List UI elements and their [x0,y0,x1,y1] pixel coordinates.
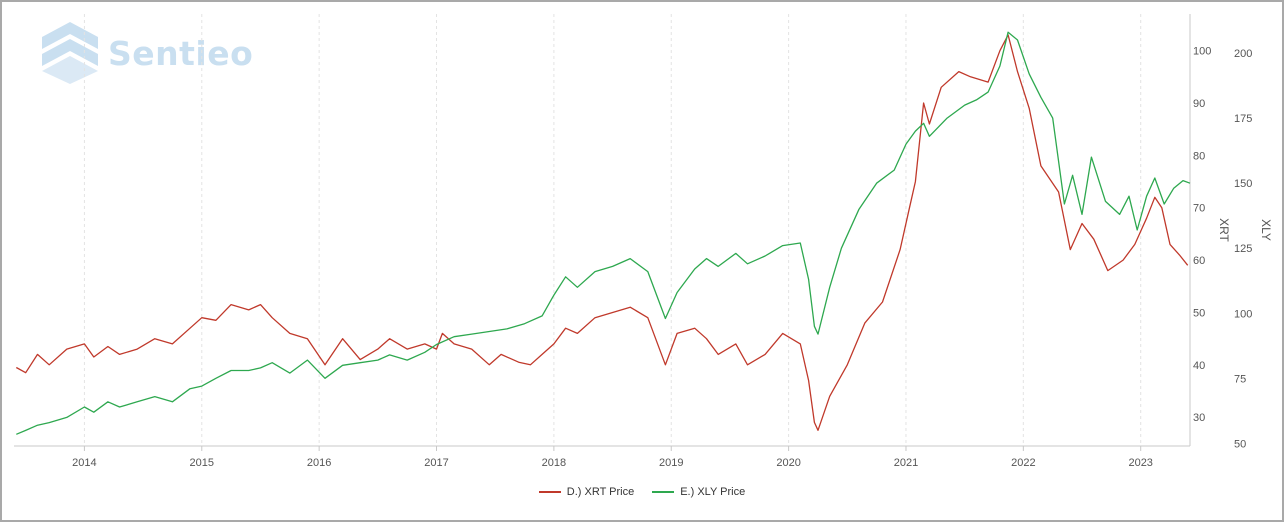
x-tick-label: 2015 [190,457,214,469]
legend-item-xly[interactable]: E.) XLY Price [652,486,745,498]
legend-label: D.) XRT Price [566,486,635,498]
legend-swatch [538,491,561,493]
legend-swatch [652,491,675,493]
x-tick-label: 2019 [659,457,683,469]
x-tick-label: 2023 [1128,457,1152,469]
y-tick-label-xrt: 90 [1193,98,1205,110]
legend-label: E.) XLY Price [680,486,746,498]
y-tick-label-xrt: 100 [1193,46,1211,58]
axes: 2014 2015 2016 2017 2018 2019 2020 2021 2022 2023… [14,14,1273,469]
chart-legend: D.) XRT Price E.) XLY Price [2,486,1282,498]
logo-text: Sentieo [108,33,254,73]
y-tick-label-xly: 75 [1234,373,1246,385]
y-axis-title-xrt: XRT [1217,218,1231,242]
y-axis-title-xly: XLY [1259,219,1273,241]
x-tick-label: 2014 [72,457,96,469]
series-lines [15,31,1191,435]
x-tick-label: 2018 [542,457,566,469]
y-tick-label-xly: 150 [1234,178,1252,190]
y-tick-label-xrt: 30 [1193,412,1205,424]
y-tick-label-xrt: 70 [1193,203,1205,215]
y-tick-label-xrt: 40 [1193,360,1205,372]
y-tick-label-xly: 125 [1234,243,1252,255]
x-tick-label: 2016 [307,457,331,469]
x-tick-label: 2017 [424,457,448,469]
series-line-xrt [15,34,1189,431]
y-tick-label-xrt: 50 [1193,307,1205,319]
x-tick-label: 2021 [894,457,918,469]
y-tick-label-xrt: 80 [1193,150,1205,162]
y-tick-label-xly: 100 [1234,308,1252,320]
legend-item-xrt[interactable]: D.) XRT Price [538,486,635,498]
series-line-xly [16,31,1191,435]
y-tick-label-xly: 200 [1234,48,1252,60]
price-line-chart: 2014 2015 2016 2017 2018 2019 2020 2021 2022 2023… [14,14,1273,469]
x-tick-label: 2022 [1011,457,1035,469]
y-tick-label-xly: 175 [1234,113,1252,125]
grid-lines [83,14,1142,446]
sentieo-logo: Sentieo [42,22,253,84]
y-tick-label-xly: 50 [1234,438,1246,450]
x-tick-label: 2020 [776,457,800,469]
y-tick-label-xrt: 60 [1193,255,1205,267]
